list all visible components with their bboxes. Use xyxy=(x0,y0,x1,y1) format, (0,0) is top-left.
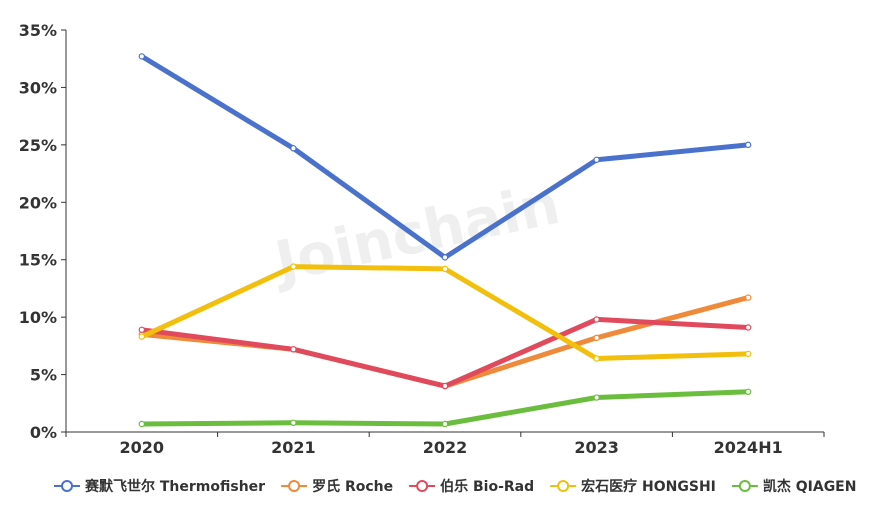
series-lines xyxy=(138,53,752,428)
y-tick-label: 0% xyxy=(30,423,57,442)
legend-label: 伯乐 Bio-Rad xyxy=(440,478,534,495)
legend-circle-icon xyxy=(738,480,751,492)
data-point[interactable] xyxy=(593,334,600,342)
legend-label: 赛默飞世尔 Thermofisher xyxy=(84,478,265,495)
y-tick-label: 20% xyxy=(19,193,57,212)
data-point[interactable] xyxy=(441,254,449,261)
data-point[interactable] xyxy=(441,420,449,428)
y-tick-label: 15% xyxy=(19,251,57,270)
y-tick-label: 30% xyxy=(19,78,57,97)
data-point[interactable] xyxy=(138,53,145,60)
series-group xyxy=(138,388,752,428)
legend-label: 宏石医疗 HONGSHI xyxy=(581,478,716,495)
y-tick-label: 10% xyxy=(19,308,57,327)
legend-circle-icon xyxy=(416,480,429,492)
series-line xyxy=(139,389,751,427)
legend-label: 罗氏 Roche xyxy=(312,479,393,495)
data-point[interactable] xyxy=(745,324,752,331)
legend-circle-icon xyxy=(61,480,73,492)
series-group xyxy=(138,316,752,390)
data-point[interactable] xyxy=(593,316,600,323)
data-point[interactable] xyxy=(138,420,145,428)
data-point[interactable] xyxy=(593,355,600,362)
series-group xyxy=(138,263,752,362)
data-point[interactable] xyxy=(593,156,600,163)
legend-item[interactable]: 赛默飞世尔 Thermofisher xyxy=(54,478,265,495)
data-point[interactable] xyxy=(290,263,297,270)
legend[interactable]: 赛默飞世尔 Thermofisher 罗氏 Roche 伯乐 Bio-Rad 宏石医疗… xyxy=(54,478,856,495)
data-point[interactable] xyxy=(138,333,145,340)
data-point[interactable] xyxy=(290,346,297,353)
series-group xyxy=(138,53,752,261)
data-point[interactable] xyxy=(138,326,145,333)
legend-item[interactable]: 宏石医疗 HONGSHI xyxy=(550,478,716,495)
y-axis-ticks: 0% 5% 10% 15% 20% 25% 30% 35% xyxy=(19,21,66,442)
x-tick-label: 2020 xyxy=(120,438,165,457)
data-point[interactable] xyxy=(745,141,752,149)
legend-item[interactable]: 伯乐 Bio-Rad xyxy=(409,478,534,495)
data-point[interactable] xyxy=(290,145,297,152)
x-tick-label: 2022 xyxy=(423,438,468,457)
y-tick-label: 5% xyxy=(30,366,57,385)
y-tick-label: 35% xyxy=(19,21,57,40)
x-tick-label: 2021 xyxy=(271,438,316,457)
series-line xyxy=(139,316,751,389)
data-point[interactable] xyxy=(593,394,600,401)
legend-label: 凯杰 QIAGEN xyxy=(763,478,857,495)
data-point[interactable] xyxy=(441,382,449,390)
data-point[interactable] xyxy=(290,419,297,427)
data-point[interactable] xyxy=(745,388,752,395)
y-tick-label: 25% xyxy=(19,136,57,155)
legend-item[interactable]: 罗氏 Roche xyxy=(281,479,393,495)
data-point[interactable] xyxy=(745,294,752,301)
legend-item[interactable]: 凯杰 QIAGEN xyxy=(731,478,857,495)
legend-circle-icon xyxy=(288,480,301,492)
legend-circle-icon xyxy=(557,480,570,492)
data-point[interactable] xyxy=(745,350,752,358)
x-tick-label: 2023 xyxy=(574,438,619,457)
x-tick-label: 2024H1 xyxy=(714,438,783,457)
data-point[interactable] xyxy=(441,265,449,273)
x-axis-ticks: 2020 2021 2022 2023 2024H1 xyxy=(65,432,825,457)
